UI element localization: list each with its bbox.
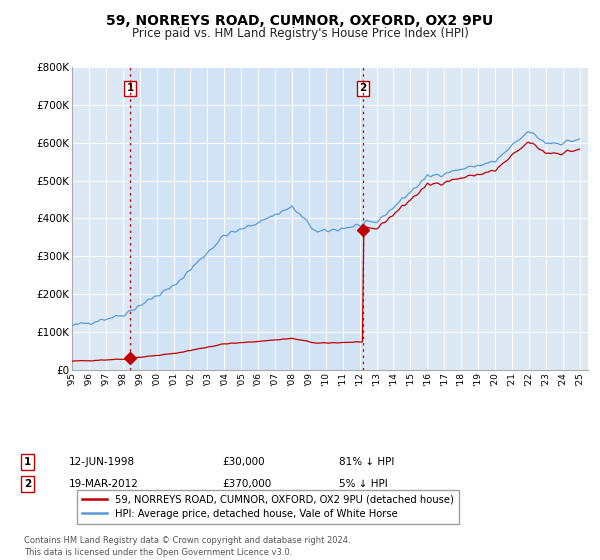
Text: 81% ↓ HPI: 81% ↓ HPI [339,457,394,467]
Bar [130,67,363,370]
Text: £370,000: £370,000 [222,479,271,489]
Text: 2: 2 [359,83,367,94]
Text: 5% ↓ HPI: 5% ↓ HPI [339,479,388,489]
Text: 19-MAR-2012: 19-MAR-2012 [69,479,139,489]
Text: 12-JUN-1998: 12-JUN-1998 [69,457,135,467]
Text: 59, NORREYS ROAD, CUMNOR, OXFORD, OX2 9PU: 59, NORREYS ROAD, CUMNOR, OXFORD, OX2 9P… [106,14,494,28]
Text: £30,000: £30,000 [222,457,265,467]
Text: 1: 1 [24,457,31,467]
Text: 1: 1 [127,83,134,94]
Text: Price paid vs. HM Land Registry's House Price Index (HPI): Price paid vs. HM Land Registry's House … [131,27,469,40]
Text: 2: 2 [24,479,31,489]
Legend: 59, NORREYS ROAD, CUMNOR, OXFORD, OX2 9PU (detached house), HPI: Average price, : 59, NORREYS ROAD, CUMNOR, OXFORD, OX2 9P… [77,489,459,524]
Text: Contains HM Land Registry data © Crown copyright and database right 2024.
This d: Contains HM Land Registry data © Crown c… [24,536,350,557]
